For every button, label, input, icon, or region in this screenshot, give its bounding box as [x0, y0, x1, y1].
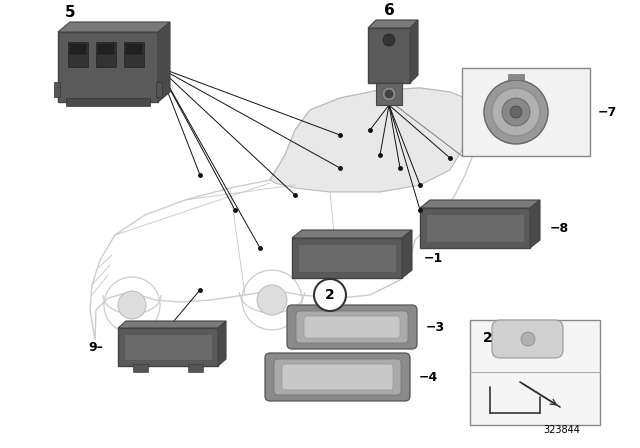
Bar [426, 214, 524, 242]
Polygon shape [292, 230, 412, 238]
Bar [376, 83, 402, 105]
Bar [68, 42, 88, 67]
Circle shape [385, 90, 393, 98]
Bar [118, 328, 218, 366]
Circle shape [257, 285, 287, 315]
Circle shape [521, 332, 535, 346]
Bar [54, 82, 60, 97]
Bar [124, 42, 144, 67]
Text: −3: −3 [426, 320, 445, 333]
Bar [420, 208, 530, 248]
Bar [98, 44, 114, 54]
Bar [292, 238, 402, 278]
Text: 6: 6 [383, 3, 394, 17]
Bar [156, 82, 162, 97]
Polygon shape [118, 321, 226, 328]
Polygon shape [158, 22, 170, 102]
Polygon shape [368, 20, 418, 28]
FancyBboxPatch shape [274, 359, 401, 395]
Text: −8: −8 [550, 221, 569, 234]
Circle shape [383, 34, 395, 46]
Bar [124, 334, 212, 360]
Bar [188, 364, 203, 372]
Text: −7: −7 [598, 105, 617, 119]
Text: 5: 5 [65, 4, 76, 20]
Circle shape [510, 106, 522, 118]
FancyBboxPatch shape [265, 353, 410, 401]
Circle shape [502, 98, 530, 126]
Circle shape [382, 87, 396, 101]
Circle shape [492, 88, 540, 136]
Polygon shape [530, 200, 540, 248]
Circle shape [118, 291, 146, 319]
Text: 2: 2 [325, 288, 335, 302]
Bar [298, 244, 396, 272]
Bar [70, 44, 86, 54]
Text: −4: −4 [419, 370, 438, 383]
FancyBboxPatch shape [304, 316, 400, 338]
Circle shape [314, 279, 346, 311]
Bar [96, 42, 116, 67]
Bar [58, 32, 158, 102]
Bar [368, 28, 410, 83]
Polygon shape [218, 321, 226, 366]
Polygon shape [420, 200, 540, 208]
Bar [508, 74, 524, 80]
FancyBboxPatch shape [287, 305, 417, 349]
Polygon shape [410, 20, 418, 83]
Polygon shape [402, 230, 412, 278]
Bar [133, 364, 148, 372]
Bar [470, 320, 600, 425]
Text: −1: −1 [424, 251, 444, 264]
Text: 323844: 323844 [543, 425, 580, 435]
Circle shape [484, 80, 548, 144]
Text: 2: 2 [483, 331, 493, 345]
FancyBboxPatch shape [282, 364, 393, 390]
Polygon shape [58, 22, 170, 32]
Bar [126, 44, 142, 54]
Text: 9–: 9– [88, 340, 103, 353]
Bar [462, 68, 590, 156]
Bar [66, 98, 150, 106]
Polygon shape [270, 88, 475, 192]
FancyBboxPatch shape [296, 311, 408, 343]
FancyBboxPatch shape [492, 320, 563, 358]
